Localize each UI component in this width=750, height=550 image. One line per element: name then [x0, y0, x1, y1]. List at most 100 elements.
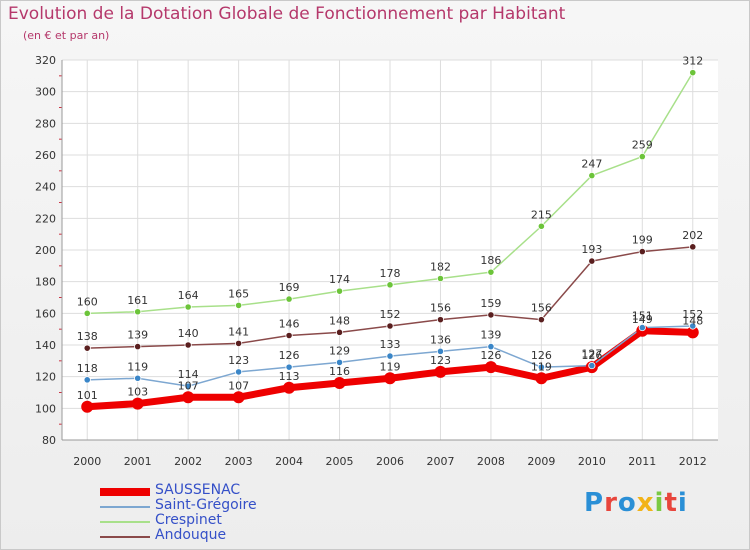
logo-letter: x [636, 488, 655, 518]
data-point [436, 274, 445, 283]
legend-swatch [100, 521, 150, 523]
data-point [232, 391, 245, 404]
data-point [689, 243, 697, 251]
logo-letter: i [654, 488, 665, 518]
y-tick-label: 180 [35, 276, 56, 289]
data-label: 148 [682, 314, 703, 327]
x-tick-label: 2008 [477, 455, 505, 468]
data-point [436, 347, 445, 355]
data-point [285, 363, 293, 371]
data-label: 136 [430, 333, 451, 346]
data-point [588, 257, 596, 265]
data-point [134, 342, 142, 351]
x-tick-label: 2009 [527, 455, 555, 468]
data-point [134, 374, 142, 382]
legend-swatch [100, 536, 150, 538]
data-label: 174 [329, 273, 350, 286]
y-tick-label: 300 [35, 86, 56, 99]
data-point [81, 400, 94, 413]
data-label: 151 [632, 310, 653, 323]
data-point [131, 397, 144, 410]
data-point [83, 376, 91, 384]
x-tick-label: 2002 [174, 455, 202, 468]
legend-item: Saint-Grégoire [100, 497, 320, 514]
data-point [184, 382, 192, 390]
chart-subtitle: (en € et par an) [23, 29, 110, 42]
x-tick-label: 2000 [73, 455, 101, 468]
data-label: 164 [178, 289, 199, 302]
data-label: 178 [380, 267, 401, 280]
data-label: 159 [480, 297, 501, 310]
data-point [184, 341, 192, 349]
data-point [638, 247, 646, 256]
chart-title: Evolution de la Dotation Globale de Fonc… [8, 4, 566, 24]
y-tick-label: 220 [35, 212, 56, 225]
y-tick-label: 280 [35, 117, 56, 130]
data-label: 186 [480, 254, 501, 267]
data-label: 114 [178, 368, 199, 381]
proxiti-logo: Proxiti [584, 488, 688, 518]
data-point [386, 322, 394, 330]
data-label: 123 [430, 354, 451, 367]
x-tick-label: 2006 [376, 455, 404, 468]
logo-letter: i [677, 488, 688, 518]
y-tick-label: 140 [35, 339, 56, 352]
data-point [386, 352, 394, 360]
legend-item: Andouque [100, 527, 320, 544]
data-point [235, 368, 243, 376]
data-label: 149 [632, 313, 653, 326]
data-label: 103 [127, 386, 148, 399]
y-tick-label: 80 [42, 434, 56, 447]
data-label: 156 [430, 302, 451, 315]
y-tick-label: 320 [35, 54, 56, 67]
data-label: 152 [682, 308, 703, 321]
data-point [487, 342, 495, 351]
data-label: 107 [228, 379, 249, 392]
logo-letter: P [584, 488, 605, 518]
data-label: 259 [632, 139, 653, 152]
logo-letter: r [604, 488, 618, 518]
x-tick-label: 2007 [426, 455, 454, 468]
data-label: 141 [228, 325, 249, 338]
logo-letter: t [664, 488, 678, 518]
y-tick-label: 200 [35, 244, 56, 257]
data-point [386, 281, 394, 289]
data-label: 215 [531, 208, 552, 221]
x-tick-label: 2005 [326, 455, 354, 468]
x-tick-label: 2012 [679, 455, 707, 468]
x-tick-label: 2004 [275, 455, 303, 468]
data-label: 133 [380, 338, 401, 351]
data-point [285, 331, 293, 340]
data-label: 107 [178, 379, 199, 392]
legend-item: Crespinet [100, 512, 320, 529]
y-tick-label: 100 [35, 402, 56, 415]
data-label: 161 [127, 294, 148, 307]
data-point [537, 316, 545, 324]
legend-swatch [100, 506, 150, 508]
data-point [83, 344, 91, 352]
data-point [537, 363, 545, 371]
data-point [235, 339, 243, 348]
data-label: 160 [77, 295, 98, 308]
legend-swatch [100, 488, 150, 496]
data-label: 129 [329, 344, 350, 357]
data-label: 182 [430, 261, 451, 274]
data-label: 116 [329, 365, 350, 378]
y-tick-label: 240 [35, 181, 56, 194]
data-label: 118 [77, 362, 98, 375]
data-label: 127 [581, 348, 602, 361]
data-point [638, 323, 646, 332]
legend-label: SAUSSENAC [155, 482, 241, 498]
data-point [487, 268, 495, 276]
data-point [333, 377, 346, 389]
data-label: 139 [127, 329, 148, 342]
data-label: 113 [279, 370, 300, 383]
data-label: 202 [682, 229, 703, 242]
y-tick-label: 160 [35, 307, 56, 320]
data-label: 126 [581, 349, 602, 362]
data-point [487, 311, 495, 319]
data-label: 123 [228, 354, 249, 367]
data-point [535, 372, 548, 385]
data-point [537, 222, 545, 230]
